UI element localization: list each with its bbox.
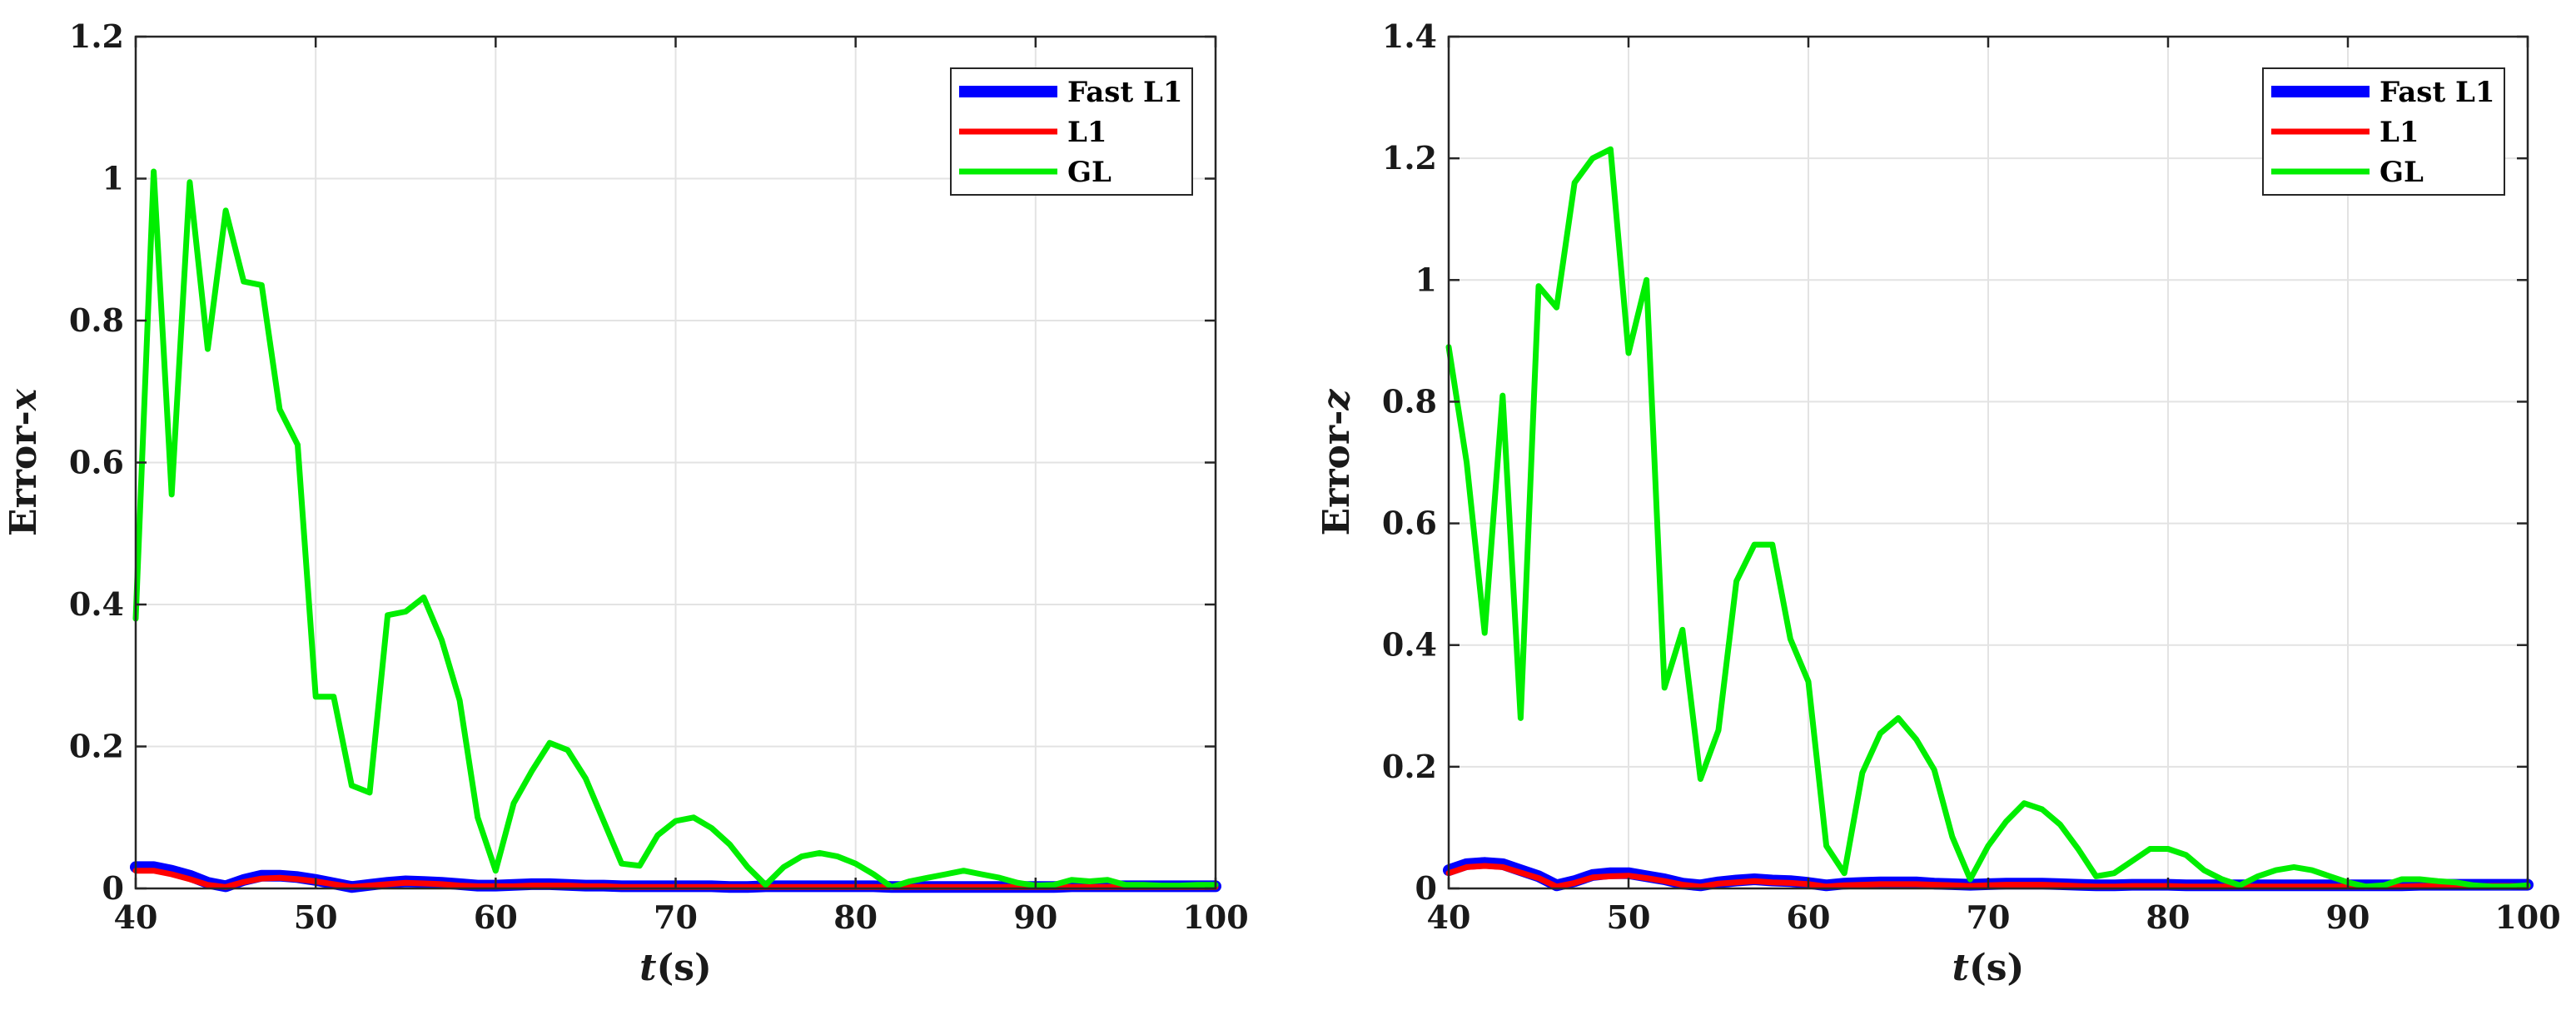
y-tick-label: 1.4 <box>1382 17 1437 55</box>
x-tick-label: 90 <box>1013 898 1057 936</box>
x-tick-label: 70 <box>1967 898 2011 936</box>
legend-label: Fast L1 <box>1067 76 1183 109</box>
y-axis-label: Error-z <box>1315 389 1358 536</box>
x-tick-label: 80 <box>833 898 878 936</box>
x-tick-label: 40 <box>1427 898 1471 936</box>
legend-label: L1 <box>1067 116 1107 149</box>
x-tick-label: 90 <box>2326 898 2370 936</box>
x-axis-label: t(s) <box>1952 947 2025 989</box>
y-tick-label: 0.4 <box>1382 626 1437 664</box>
x-tick-label: 50 <box>1607 898 1651 936</box>
x-tick-label: 70 <box>654 898 698 936</box>
y-tick-label: 0.2 <box>1382 748 1437 785</box>
y-axis-label: Error-x <box>2 388 45 536</box>
x-tick-label: 80 <box>2146 898 2191 936</box>
y-tick-label: 0 <box>102 869 124 907</box>
y-tick-label: 1.2 <box>1382 139 1437 177</box>
x-tick-label: 100 <box>2494 898 2560 936</box>
y-tick-label: 1 <box>1415 261 1437 298</box>
x-tick-label: 60 <box>474 898 518 936</box>
y-tick-label: 0.6 <box>1382 505 1437 542</box>
legend-label: GL <box>1067 156 1111 189</box>
y-tick-label: 0.8 <box>1382 382 1437 420</box>
y-tick-label: 0.6 <box>69 444 124 481</box>
y-tick-label: 0.4 <box>69 585 124 623</box>
chart-error-x: 40 50 60 70 80 90 100 0 0.2 0.4 0.6 0.8 1 1.2 t(s) Erro… <box>2 17 1249 989</box>
y-tick-label: 0.8 <box>69 301 124 339</box>
x-tick-label: 50 <box>294 898 338 936</box>
x-tick-label: 60 <box>1787 898 1831 936</box>
legend-label: L1 <box>2380 116 2419 149</box>
x-tick-label: 100 <box>1182 898 1248 936</box>
x-axis-label: t(s) <box>639 947 712 989</box>
x-tick-label: 40 <box>114 898 158 936</box>
legend-label: GL <box>2380 156 2424 189</box>
y-tick-label: 1.2 <box>69 17 124 55</box>
y-tick-label: 1 <box>102 160 124 197</box>
chart-error-z: 40 50 60 70 80 90 100 0 0.2 0.4 0.6 0.8 1 1.2 1.4 t(s) E… <box>1315 17 2561 989</box>
y-tick-label: 0 <box>1415 869 1437 907</box>
y-tick-label: 0.2 <box>69 728 124 765</box>
legend: Fast L1 L1 GL <box>950 67 1193 196</box>
legend: Fast L1 L1 GL <box>2262 67 2505 196</box>
legend-label: Fast L1 <box>2380 76 2495 109</box>
